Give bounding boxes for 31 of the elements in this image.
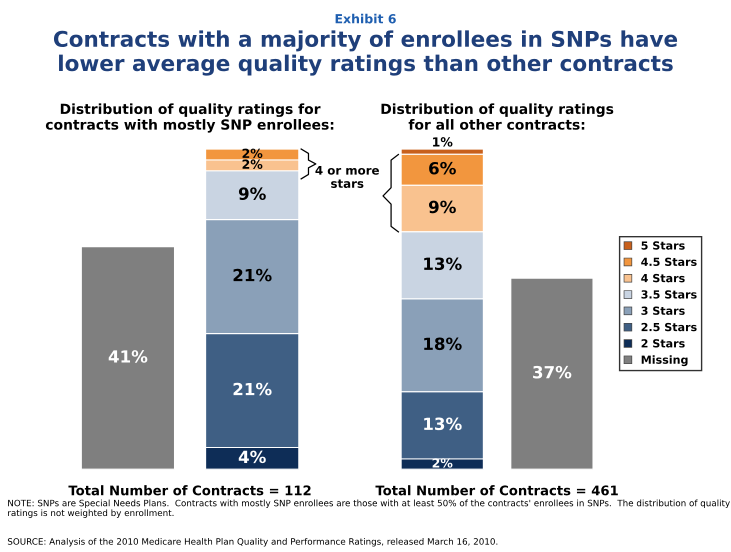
legend-label: 2.5 Stars: [642, 322, 697, 332]
data-label: 41%: [108, 350, 148, 363]
text: NOTE: SNPs are Special Needs Plans. Contracts with mostly SNP enrollees are those with at least 50% of the contracts' enrollees in SNPs. The distribution of quality ratings is not weighted by enrollment.: [8, 500, 730, 518]
source-note: SOURCE: Analysis of the 2010 Medicare Health Plan Quality and Performance Ratings, released March 16, 2010.: [8, 538, 498, 546]
x-axis-title: Total Number of Contracts = 461: [375, 485, 618, 496]
data-label: 9%: [238, 187, 266, 200]
legend-label: 4.5 Stars: [641, 258, 697, 266]
legend-label: 4 Stars: [641, 274, 685, 282]
x-axis-title: Total Number of Contracts = 112: [68, 485, 311, 496]
data-label: 2%: [242, 159, 262, 169]
data-label: 6%: [429, 162, 456, 175]
text: 4 or more stars: [315, 166, 379, 188]
data-label: 13%: [424, 418, 462, 430]
data-label: 37%: [533, 366, 572, 379]
data-label: 2%: [242, 148, 262, 158]
chart-title: Distribution of quality ratings for contracts with mostly SNP enrollees:: [46, 103, 334, 133]
text: Exhibit 6: [336, 14, 396, 24]
data-label: 9%: [428, 200, 456, 214]
legend-label: 3 Stars: [641, 306, 685, 315]
legend-label: 2 Stars: [642, 339, 685, 348]
data-label: 21%: [234, 382, 272, 396]
legend-label: Missing: [642, 355, 688, 366]
chart-title: Distribution of quality ratings for all other contracts:: [382, 103, 614, 130]
legend-label: 3.5 Stars: [641, 290, 697, 299]
text: Contracts with a majority of enrollees in SNPs have lower average quality ratings than other contracts: [54, 30, 678, 76]
data-label: 1%: [433, 137, 452, 147]
data-label: 4%: [238, 450, 266, 464]
legend-label: 5 Stars: [642, 241, 685, 250]
data-label: 18%: [424, 337, 462, 350]
data-label: 13%: [424, 257, 462, 270]
data-label: 21%: [234, 268, 272, 282]
